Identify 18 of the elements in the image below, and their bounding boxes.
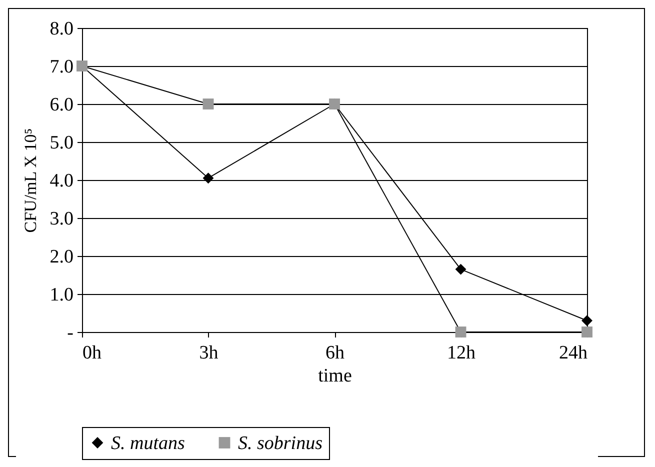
y-tick-label: - [67,322,74,344]
x-tick-label: 0h [82,342,102,364]
legend-label: S. sobrinus [238,432,322,454]
x-tick-label: 3h [199,342,219,364]
x-tick-label: 12h [447,342,476,364]
y-tick-label: 2.0 [50,246,74,268]
y-tick-label: 3.0 [50,208,74,230]
x-tick-label: 24h [559,342,588,364]
x-axis-title: time [318,366,352,386]
y-tick-label: 5.0 [50,132,74,154]
legend-label: S. mutans [111,432,185,454]
y-tick-label: 7.0 [50,56,74,78]
y-tick-label: 8.0 [50,18,74,40]
y-tick-label: 1.0 [50,284,74,306]
x-tick-label: 6h [326,342,345,364]
y-axis-title: CFU/mL X 10⁵ [20,128,40,233]
y-tick-label: 6.0 [50,94,74,116]
y-tick-label: 4.0 [50,170,74,192]
